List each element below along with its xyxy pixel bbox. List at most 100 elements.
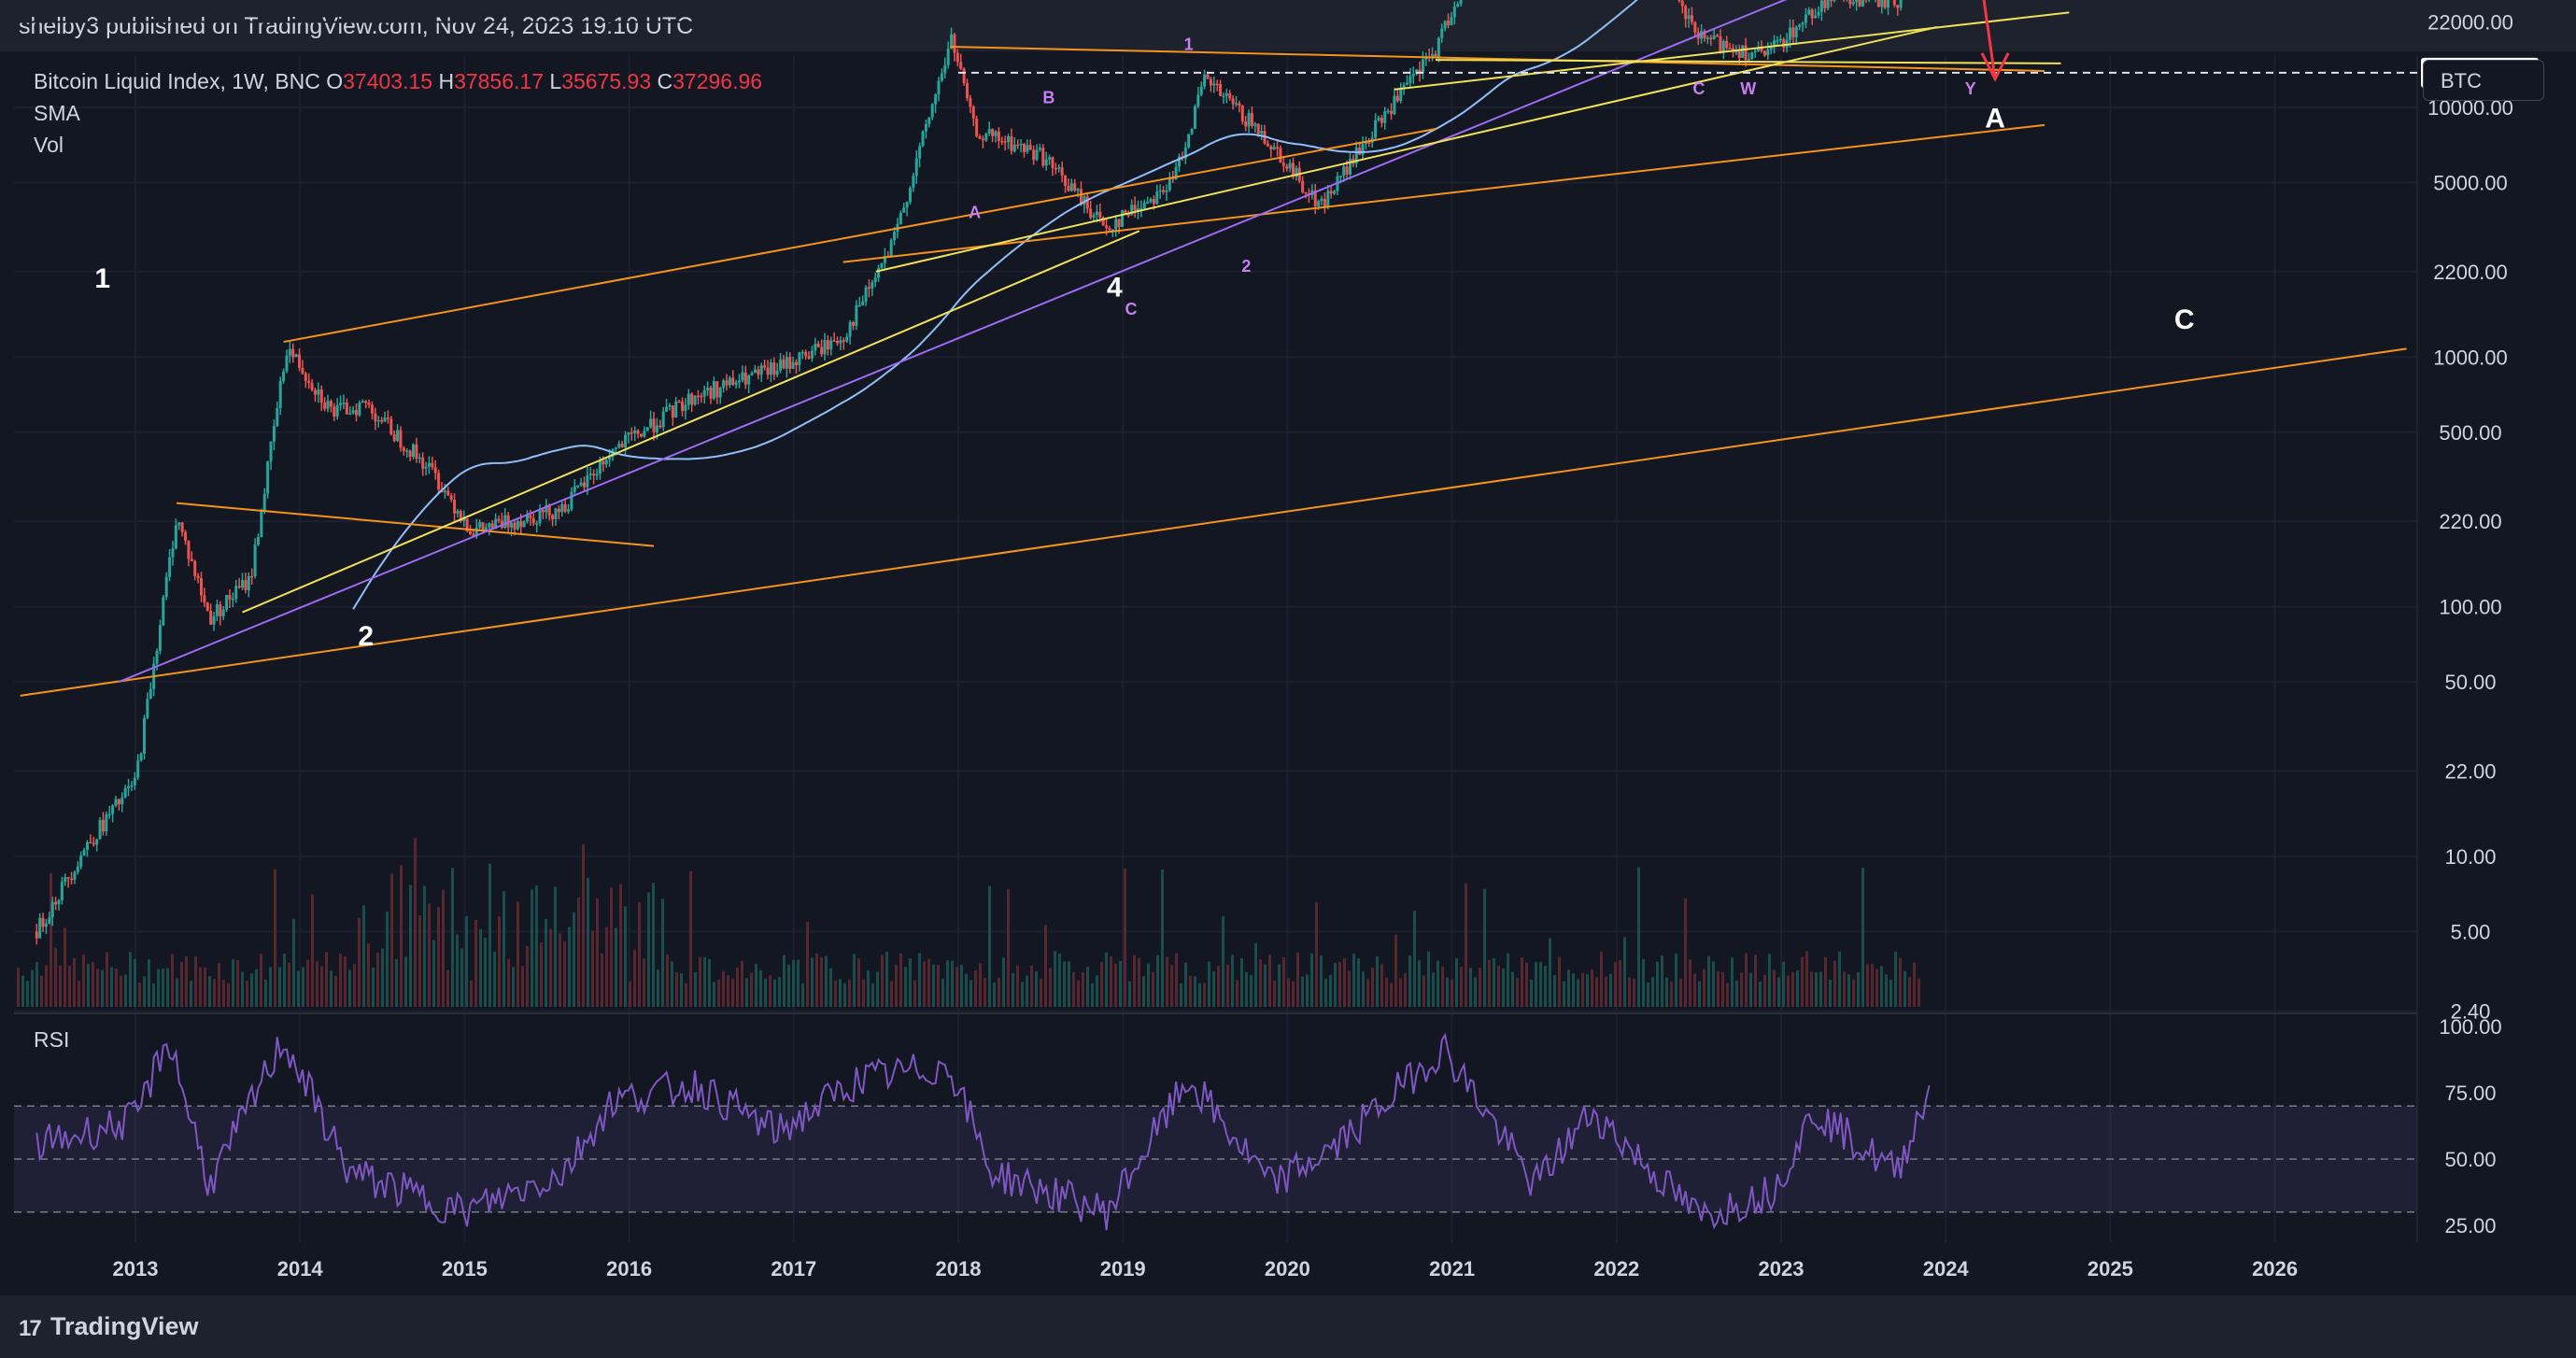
volume-bar <box>998 977 1000 1007</box>
volume-bar <box>1418 960 1421 1007</box>
volume-bar <box>1665 977 1668 1007</box>
volume-bar <box>1707 955 1710 1007</box>
legend-sma[interactable]: SMA <box>34 101 80 125</box>
candle-body <box>497 518 501 521</box>
candle-body <box>893 231 897 241</box>
candle-body <box>133 777 136 785</box>
candle-body <box>1022 143 1026 152</box>
candle-body <box>1450 17 1453 25</box>
volume-bar <box>517 901 519 1007</box>
candle-body <box>1012 144 1016 151</box>
candle-body <box>190 559 193 561</box>
volume-bar <box>1469 968 1472 1007</box>
candle-body <box>1804 14 1807 23</box>
candle-body <box>101 819 105 832</box>
volume-bar <box>1507 953 1509 1007</box>
candle-body <box>516 520 519 530</box>
volume-bar <box>1077 980 1080 1007</box>
candle-body <box>766 367 770 375</box>
candle-body <box>912 176 915 189</box>
volume-bar <box>166 968 169 1007</box>
volume-bar <box>941 979 944 1007</box>
volume-bar <box>792 959 795 1007</box>
volume-bar <box>1240 958 1243 1007</box>
time-axis-label: 2018 <box>936 1257 982 1280</box>
candle-body <box>541 510 545 513</box>
candle-body <box>560 503 564 513</box>
volume-bar <box>465 915 468 1007</box>
volume-bar <box>292 918 295 1007</box>
candle-body <box>1165 190 1168 192</box>
volume-bar <box>1012 972 1014 1007</box>
volume-bar <box>129 952 132 1007</box>
candle-body <box>1747 58 1750 61</box>
volume-bar <box>708 958 711 1007</box>
candle-body <box>60 882 64 900</box>
volume-bar <box>1301 976 1304 1007</box>
candle-body <box>700 395 703 398</box>
volume-bar <box>1259 959 1262 1007</box>
volume-bar <box>1142 976 1145 1007</box>
footer-bar: 17 TradingView <box>0 1295 2576 1358</box>
candle-body <box>671 405 674 418</box>
volume-bar <box>1679 978 1682 1007</box>
volume-bar <box>1040 979 1042 1007</box>
candle-body <box>1101 217 1105 226</box>
candle-body <box>1149 199 1153 203</box>
candle-body <box>639 433 643 437</box>
volume-bar <box>573 912 575 1007</box>
volume-bar <box>1343 957 1346 1007</box>
volume-bar <box>138 983 141 1007</box>
volume-bar <box>1829 979 1832 1007</box>
volume-bar <box>1894 951 1897 1007</box>
candle-body <box>272 425 276 442</box>
volume-bar <box>1675 954 1677 1007</box>
volume-bar <box>820 957 823 1007</box>
candle-body <box>276 407 279 426</box>
candle-body <box>725 380 729 386</box>
candle-body <box>1256 123 1260 134</box>
candle-body <box>1281 163 1285 166</box>
volume-bar <box>460 948 463 1007</box>
volume-bar <box>1082 971 1084 1007</box>
volume-bar <box>134 958 136 1007</box>
candle-body <box>127 786 131 788</box>
candle-body <box>57 899 61 905</box>
volume-bar <box>769 975 771 1007</box>
candle-body <box>180 522 184 532</box>
rsi-legend[interactable]: RSI <box>34 1027 70 1052</box>
price-axis-label: 5000.00 <box>2433 171 2508 194</box>
candle-body <box>1326 191 1330 208</box>
price-candles <box>35 0 1903 945</box>
candle-body <box>1285 165 1289 169</box>
volume-bar <box>1847 974 1850 1007</box>
volume-bar <box>750 972 753 1007</box>
volume-bar <box>1754 955 1757 1007</box>
volume-bar <box>1287 978 1290 1007</box>
candle-body <box>1716 35 1720 37</box>
candle-body <box>1295 167 1298 177</box>
volume-bar <box>1086 967 1089 1007</box>
candle-body <box>602 460 605 465</box>
tradingview-brand[interactable]: TradingView <box>50 1312 199 1340</box>
candle-body <box>1719 35 1722 53</box>
tradingview-logo-icon[interactable]: 17 <box>19 1316 42 1341</box>
candle-body <box>665 406 669 412</box>
volume-bar <box>1544 965 1547 1007</box>
candle-body <box>351 410 355 414</box>
volume-bar <box>1479 968 1481 1007</box>
volume-bar <box>246 981 248 1007</box>
symbol-box[interactable]: BTC <box>2423 60 2544 101</box>
candle-body <box>89 842 92 844</box>
volume-bar <box>227 983 230 1007</box>
candle-body <box>535 523 539 525</box>
candle-body <box>1085 196 1089 209</box>
volume-bar <box>1731 957 1734 1007</box>
volume-bar <box>1609 973 1612 1007</box>
candle-body <box>551 515 555 519</box>
volume-bar <box>92 962 94 1007</box>
candle-body <box>399 430 403 448</box>
volume-bar <box>21 975 24 1007</box>
legend-vol[interactable]: Vol <box>34 133 64 157</box>
